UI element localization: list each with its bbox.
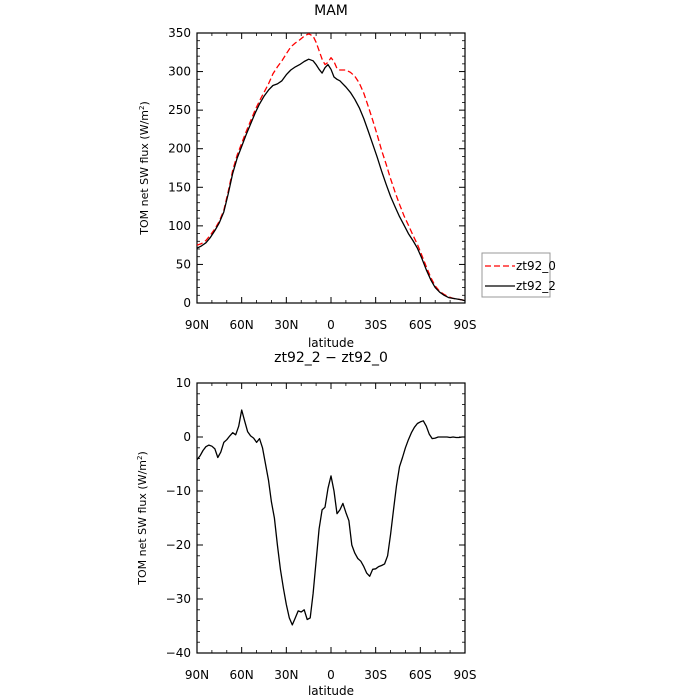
bottom-y-axis-label: TOM net SW flux (W/m2) xyxy=(136,451,149,586)
bottom-y-tick-labels: −40 −30 −20 −10 0 10 xyxy=(166,376,191,660)
bottom-series-line-series-0 xyxy=(196,409,465,626)
bottom-y-tick-label: 10 xyxy=(176,376,191,390)
bottom-y-tick-label: −30 xyxy=(166,592,191,606)
top-x-tick-label: 90N xyxy=(185,318,209,332)
legend: zt92_0 zt92_2 xyxy=(481,252,556,298)
top-y-tick-labels: 0 50 100 150 200 250 300 350 xyxy=(168,26,191,310)
top-y-tick-label: 200 xyxy=(168,142,191,156)
top-y-tick-label: 350 xyxy=(168,26,191,40)
top-x-tick-label: 60S xyxy=(409,318,432,332)
top-series-line-zt92_2 xyxy=(196,58,466,302)
bottom-panel: zt92_2 − zt92_0 90N 60N 30N 0 30S 60S 90S −40−… xyxy=(136,350,476,698)
bottom-x-tick-label: 30N xyxy=(274,668,298,682)
bottom-x-tick-label: 90N xyxy=(185,668,209,682)
bottom-x-tick-label: 60S xyxy=(409,668,432,682)
top-x-tick-label: 30S xyxy=(364,318,387,332)
top-y-tick-label: 150 xyxy=(168,180,191,194)
top-y-tick-label: 50 xyxy=(176,257,191,271)
top-y-tick-label: 250 xyxy=(168,103,191,117)
legend-label-zt92_0: zt92_0 xyxy=(516,259,556,273)
bottom-x-tick-label: 30S xyxy=(364,668,387,682)
bottom-y-tick-label: 0 xyxy=(183,430,191,444)
bottom-y-tick-label: −10 xyxy=(166,484,191,498)
bottom-x-tick-label: 90S xyxy=(454,668,477,682)
bottom-chart-title: zt92_2 − zt92_0 xyxy=(274,350,388,366)
top-series-line-zt92_0 xyxy=(196,33,466,302)
bottom-x-tick-label: 0 xyxy=(327,668,335,682)
top-y-axis-label: TOM net SW flux (W/m2) xyxy=(138,101,151,236)
top-x-tick-labels: 90N 60N 30N 0 30S 60S 90S xyxy=(185,318,477,332)
bottom-y-tick-label: −20 xyxy=(166,538,191,552)
top-x-tick-label: 60N xyxy=(230,318,254,332)
top-panel: MAM 90N 60N 30N 0 30S 60S 90S 0 50 100 150 200 250 3… xyxy=(138,3,556,350)
legend-label-zt92_2: zt92_2 xyxy=(516,279,556,293)
top-y-tick-label: 0 xyxy=(183,296,191,310)
bottom-x-tick-label: 60N xyxy=(230,668,254,682)
top-chart-title: MAM xyxy=(314,3,348,19)
bottom-x-tick-labels: 90N 60N 30N 0 30S 60S 90S xyxy=(185,668,477,682)
top-x-tick-label: 90S xyxy=(454,318,477,332)
top-x-tick-label: 0 xyxy=(327,318,335,332)
top-plot-area xyxy=(196,32,466,304)
bottom-y-tick-label: −40 xyxy=(166,646,191,660)
top-y-tick-label: 300 xyxy=(168,65,191,79)
legend-box xyxy=(481,252,551,298)
bottom-plot-area xyxy=(196,382,466,654)
bottom-x-axis-label: latitude xyxy=(308,684,354,698)
top-x-axis-label: latitude xyxy=(308,336,354,350)
top-x-tick-label: 30N xyxy=(274,318,298,332)
top-y-tick-label: 100 xyxy=(168,219,191,233)
